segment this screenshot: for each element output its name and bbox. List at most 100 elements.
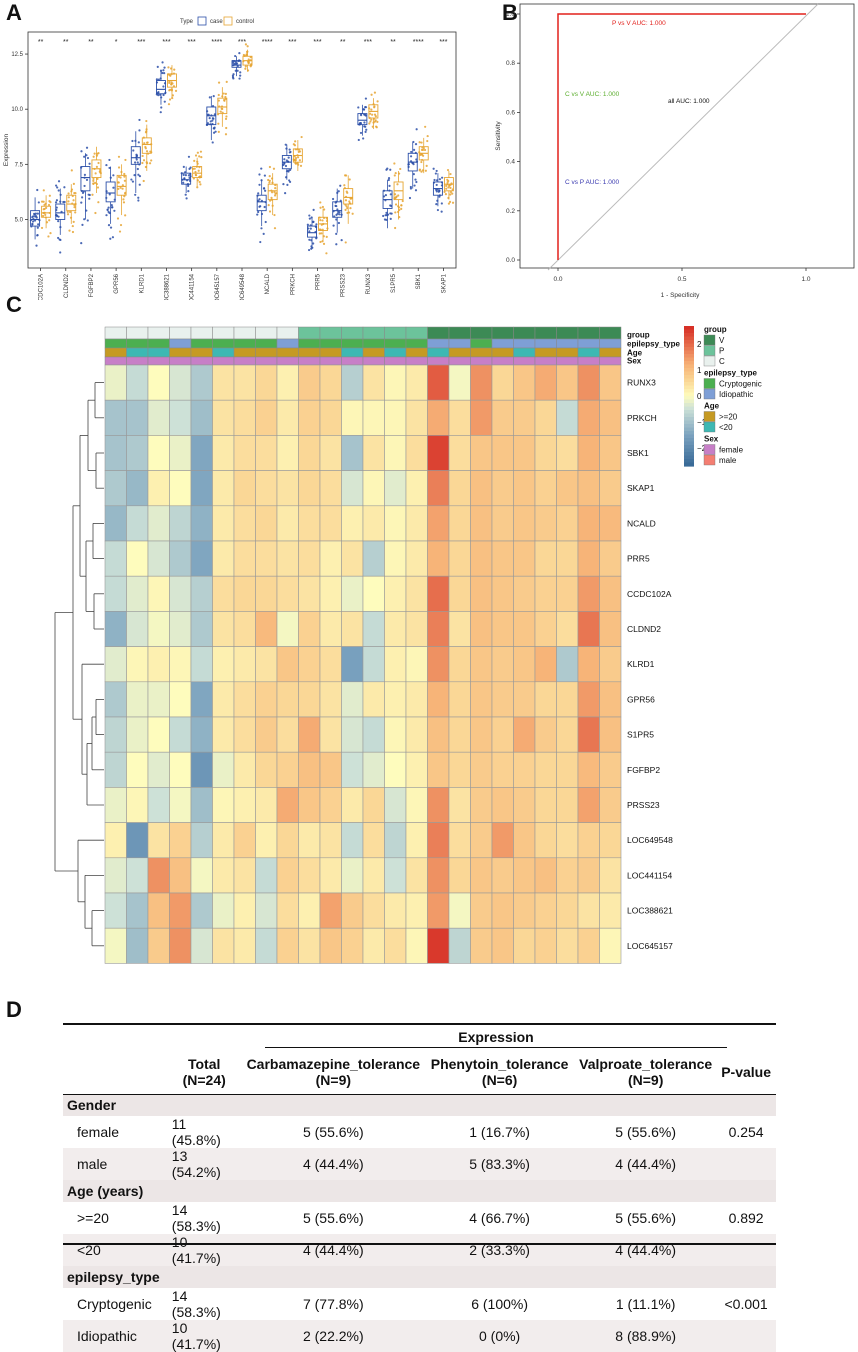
annotation-cell <box>147 326 170 340</box>
table-row: <20 10 (41.7%) 4 (44.4%) 2 (33.3%) 4 (44.4%) <box>63 1234 776 1266</box>
heatmap-cell <box>384 822 407 859</box>
table-cell: 14 (58.3%) <box>171 1202 221 1234</box>
heatmap-cell <box>341 892 364 929</box>
heatmap-cell <box>298 716 321 753</box>
data-point <box>92 155 95 158</box>
data-point <box>122 198 125 201</box>
heatmap-cell <box>341 822 364 859</box>
annotation-cell <box>104 338 127 349</box>
data-point <box>268 210 272 213</box>
data-point <box>362 108 365 111</box>
data-point <box>167 103 171 106</box>
heatmap-cell <box>126 892 149 929</box>
data-point <box>47 235 50 238</box>
data-point <box>344 241 347 244</box>
annotation-cell <box>448 338 471 349</box>
data-point <box>400 204 403 207</box>
heatmap-cell <box>190 857 213 894</box>
heatmap-cell <box>255 470 278 507</box>
data-point <box>83 218 86 221</box>
heatmap-cell <box>319 927 342 964</box>
data-point <box>283 162 286 165</box>
data-point <box>390 212 393 215</box>
heatmap-cell <box>577 892 600 929</box>
data-point <box>33 212 36 215</box>
x-tick-label: LOC388621 <box>164 273 170 300</box>
data-point <box>309 227 312 230</box>
annotation-label: Sex <box>627 357 642 366</box>
table-cell: >=20 <box>77 1210 109 1226</box>
annotation-cell <box>362 347 385 358</box>
data-point <box>141 154 144 158</box>
heatmap-cell <box>384 435 407 471</box>
heatmap-cell <box>126 505 149 542</box>
heatmap-cell <box>470 892 493 929</box>
data-point <box>109 237 112 240</box>
heatmap-cell <box>405 892 428 929</box>
heatmap-cell <box>384 681 407 718</box>
heatmap-cell <box>362 716 385 753</box>
annotation-cell <box>255 356 278 366</box>
data-point <box>144 145 147 149</box>
data-point <box>263 187 266 190</box>
heatmap-cell <box>599 470 622 507</box>
heatmap-cell <box>233 787 256 823</box>
data-point <box>107 224 111 227</box>
data-point <box>260 227 263 230</box>
plot-frame <box>27 31 457 269</box>
heatmap-cell <box>319 611 342 647</box>
data-point <box>123 172 126 176</box>
heatmap-cell <box>276 787 299 823</box>
box-case <box>332 201 343 218</box>
heatmap-cell <box>470 927 493 964</box>
heatmap-cell <box>556 575 579 612</box>
data-point <box>193 167 196 170</box>
heatmap-cell <box>298 751 321 788</box>
x-tick-label: PRSS23 <box>341 273 347 297</box>
data-point <box>424 125 427 128</box>
data-point <box>92 179 95 182</box>
heatmap-cell <box>104 787 127 823</box>
heatmap-cell <box>233 646 256 683</box>
data-point <box>134 193 137 196</box>
data-point <box>36 226 39 229</box>
table-cell <box>716 1320 776 1352</box>
colorbar-tick-label: 2 <box>697 340 702 349</box>
roc-label-c-vs-p: C vs P AUC: 1.000 <box>565 179 619 186</box>
heatmap-cell <box>169 364 192 401</box>
annotation-cell <box>126 356 149 366</box>
data-point <box>189 166 192 169</box>
significance-label: ** <box>38 39 44 46</box>
colorbar-segment <box>684 399 694 404</box>
heatmap-cell <box>126 716 149 753</box>
annotation-cell <box>276 356 299 366</box>
y-tick-label: 0.8 <box>506 60 515 67</box>
panel-label-b: B <box>502 0 518 25</box>
heatmap-cell <box>513 575 536 612</box>
heatmap-cell <box>427 751 450 788</box>
heatmap-cell <box>298 540 321 577</box>
data-point <box>138 129 141 132</box>
annotation-cell <box>405 326 428 340</box>
heatmap-cell <box>448 927 471 964</box>
heatmap-cell <box>233 611 256 647</box>
heatmap-cell <box>126 787 149 823</box>
heatmap-cell <box>255 716 278 753</box>
data-point <box>92 177 95 181</box>
data-point <box>267 178 270 182</box>
data-point <box>86 156 90 160</box>
annotation-cell <box>470 326 493 340</box>
section-title: Gender <box>63 1094 776 1116</box>
heatmap-cell <box>341 611 364 647</box>
data-point <box>182 173 185 176</box>
data-point <box>259 240 262 244</box>
heatmap-cell <box>276 505 299 542</box>
table-cell: 5 (55.6%) <box>302 1124 364 1140</box>
heatmap-cell <box>427 857 450 894</box>
table-cell: 0.892 <box>728 1210 764 1226</box>
heatmap-cell <box>577 470 600 507</box>
colorbar-segment <box>684 385 694 390</box>
data-point <box>93 181 97 185</box>
data-point <box>217 122 220 125</box>
heatmap-cell <box>126 575 149 612</box>
